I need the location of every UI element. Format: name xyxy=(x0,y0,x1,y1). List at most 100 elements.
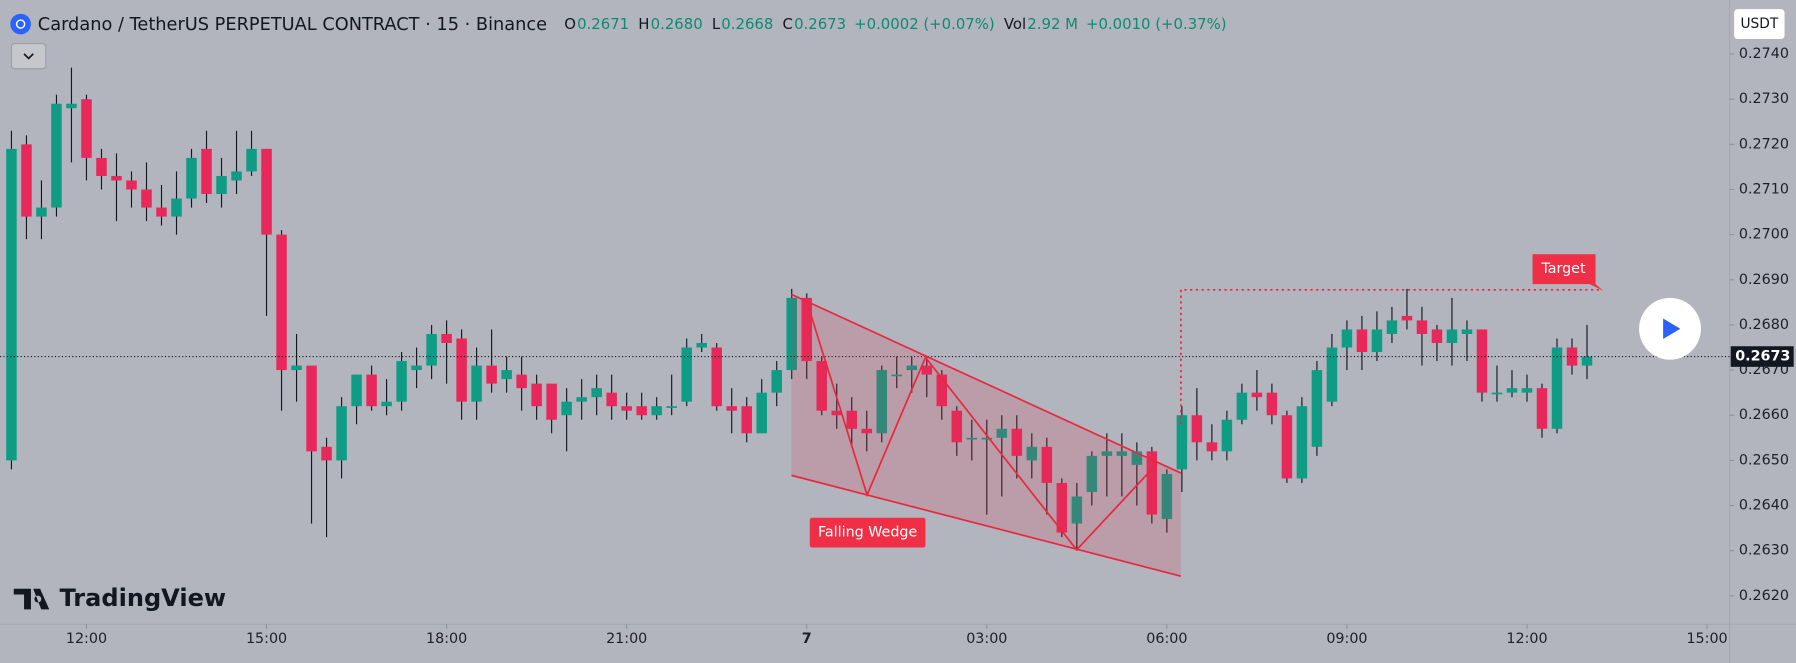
legend-value: 0.2673 xyxy=(794,15,846,33)
candle-body xyxy=(1446,329,1458,343)
candle-body xyxy=(126,180,137,190)
candle-body xyxy=(816,361,827,411)
candle-body xyxy=(1371,329,1383,353)
x-tick-label: 12:00 xyxy=(1506,631,1547,647)
candle-body xyxy=(441,333,452,343)
collapse-button[interactable] xyxy=(10,42,47,70)
candle-body xyxy=(621,406,632,411)
candle-body xyxy=(801,297,812,362)
candle-body xyxy=(756,392,767,434)
candle-body xyxy=(336,406,347,461)
candle-body xyxy=(111,175,122,181)
legend-value: 0.2680 xyxy=(651,15,703,33)
y-tick-label: 0.2620 xyxy=(1739,588,1789,604)
candle-body xyxy=(1176,415,1188,470)
candle-body xyxy=(1131,451,1143,465)
candle-body xyxy=(36,207,47,217)
y-tick-label: 0.2660 xyxy=(1739,407,1789,423)
candle-body xyxy=(381,401,392,407)
candle-body xyxy=(21,144,32,217)
last-price-box xyxy=(1730,346,1794,367)
candle-body xyxy=(66,103,77,109)
candle-body xyxy=(81,99,92,158)
candle-body xyxy=(861,428,873,434)
candle-body xyxy=(246,148,257,172)
candle-body xyxy=(291,365,302,371)
candle-body xyxy=(351,374,362,407)
candle-body xyxy=(1341,329,1353,348)
candle-body xyxy=(1251,392,1263,398)
candle-body xyxy=(156,207,167,217)
candle-body xyxy=(1101,451,1113,456)
symbol-icon-mark xyxy=(15,19,26,29)
x-tick-label: 18:00 xyxy=(426,631,467,647)
symbol-title: Cardano / TetherUS PERPETUAL CONTRACT · … xyxy=(38,15,547,35)
candle-body xyxy=(1056,482,1068,533)
target-label: Target xyxy=(1540,261,1586,277)
candle-body xyxy=(831,410,842,416)
legend-key: C xyxy=(783,15,793,33)
candle-body xyxy=(921,365,933,375)
pattern-label-box xyxy=(809,517,926,548)
candle-body xyxy=(141,189,152,208)
candle-body xyxy=(531,383,542,407)
x-tick-label: 21:00 xyxy=(606,631,647,647)
candle-body xyxy=(321,446,332,461)
candle-body xyxy=(411,365,422,371)
candle-body xyxy=(726,406,737,411)
candle-body xyxy=(1161,473,1173,520)
candle-body xyxy=(186,157,197,199)
candle-body xyxy=(1086,455,1098,492)
candle-body xyxy=(606,392,617,407)
legend-key: H xyxy=(638,15,649,33)
x-tick-label: 15:00 xyxy=(246,631,287,647)
candle-body xyxy=(216,175,227,195)
candle-body xyxy=(681,347,692,402)
candle-body xyxy=(1116,451,1128,456)
last-price-label: 0.2673 xyxy=(1735,349,1790,365)
candle-body xyxy=(51,103,62,208)
candle-body xyxy=(1386,320,1398,334)
x-tick-label: 15:00 xyxy=(1686,631,1727,647)
candle-body xyxy=(981,437,993,440)
y-tick-label: 0.2700 xyxy=(1739,227,1789,243)
candle-body xyxy=(1266,392,1278,416)
candle-body xyxy=(591,388,602,398)
candle-body xyxy=(786,297,797,371)
candle-body xyxy=(846,410,858,429)
candle-body xyxy=(1311,370,1323,447)
candle-body xyxy=(486,365,497,384)
candle-body xyxy=(1431,329,1443,343)
y-tick-label: 0.2710 xyxy=(1739,181,1789,197)
candle-body xyxy=(1296,406,1308,479)
logo: TradingView xyxy=(13,584,227,612)
candle-body xyxy=(1191,415,1203,443)
x-tick-label: 09:00 xyxy=(1326,631,1367,647)
candle-body xyxy=(1146,451,1158,515)
candle-body xyxy=(711,347,722,407)
header: Cardano / TetherUS PERPETUAL CONTRACT · … xyxy=(38,15,1227,35)
x-tick-label: 03:00 xyxy=(966,631,1007,647)
candle-body xyxy=(741,406,752,434)
candle-body xyxy=(891,374,903,377)
candle-body xyxy=(561,401,572,416)
candle-body xyxy=(1536,388,1548,429)
candle-body xyxy=(651,406,662,416)
candle-body xyxy=(96,157,107,176)
y-tick-label: 0.2720 xyxy=(1739,136,1789,152)
plot xyxy=(0,67,1730,551)
y-tick-label: 0.2690 xyxy=(1739,272,1789,288)
logo-text: TradingView xyxy=(60,584,227,612)
y-tick-label: 0.2630 xyxy=(1739,543,1789,559)
candle-body xyxy=(456,338,467,402)
candle-body xyxy=(201,148,212,195)
candle-body xyxy=(1491,392,1503,395)
candle-body xyxy=(1206,442,1218,452)
candle-body xyxy=(501,370,512,380)
currency-button[interactable] xyxy=(1734,9,1785,39)
legend-value: 0.2668 xyxy=(721,15,773,33)
candle-body xyxy=(1326,347,1338,402)
candle-body xyxy=(261,148,272,235)
candle-body xyxy=(636,406,647,416)
